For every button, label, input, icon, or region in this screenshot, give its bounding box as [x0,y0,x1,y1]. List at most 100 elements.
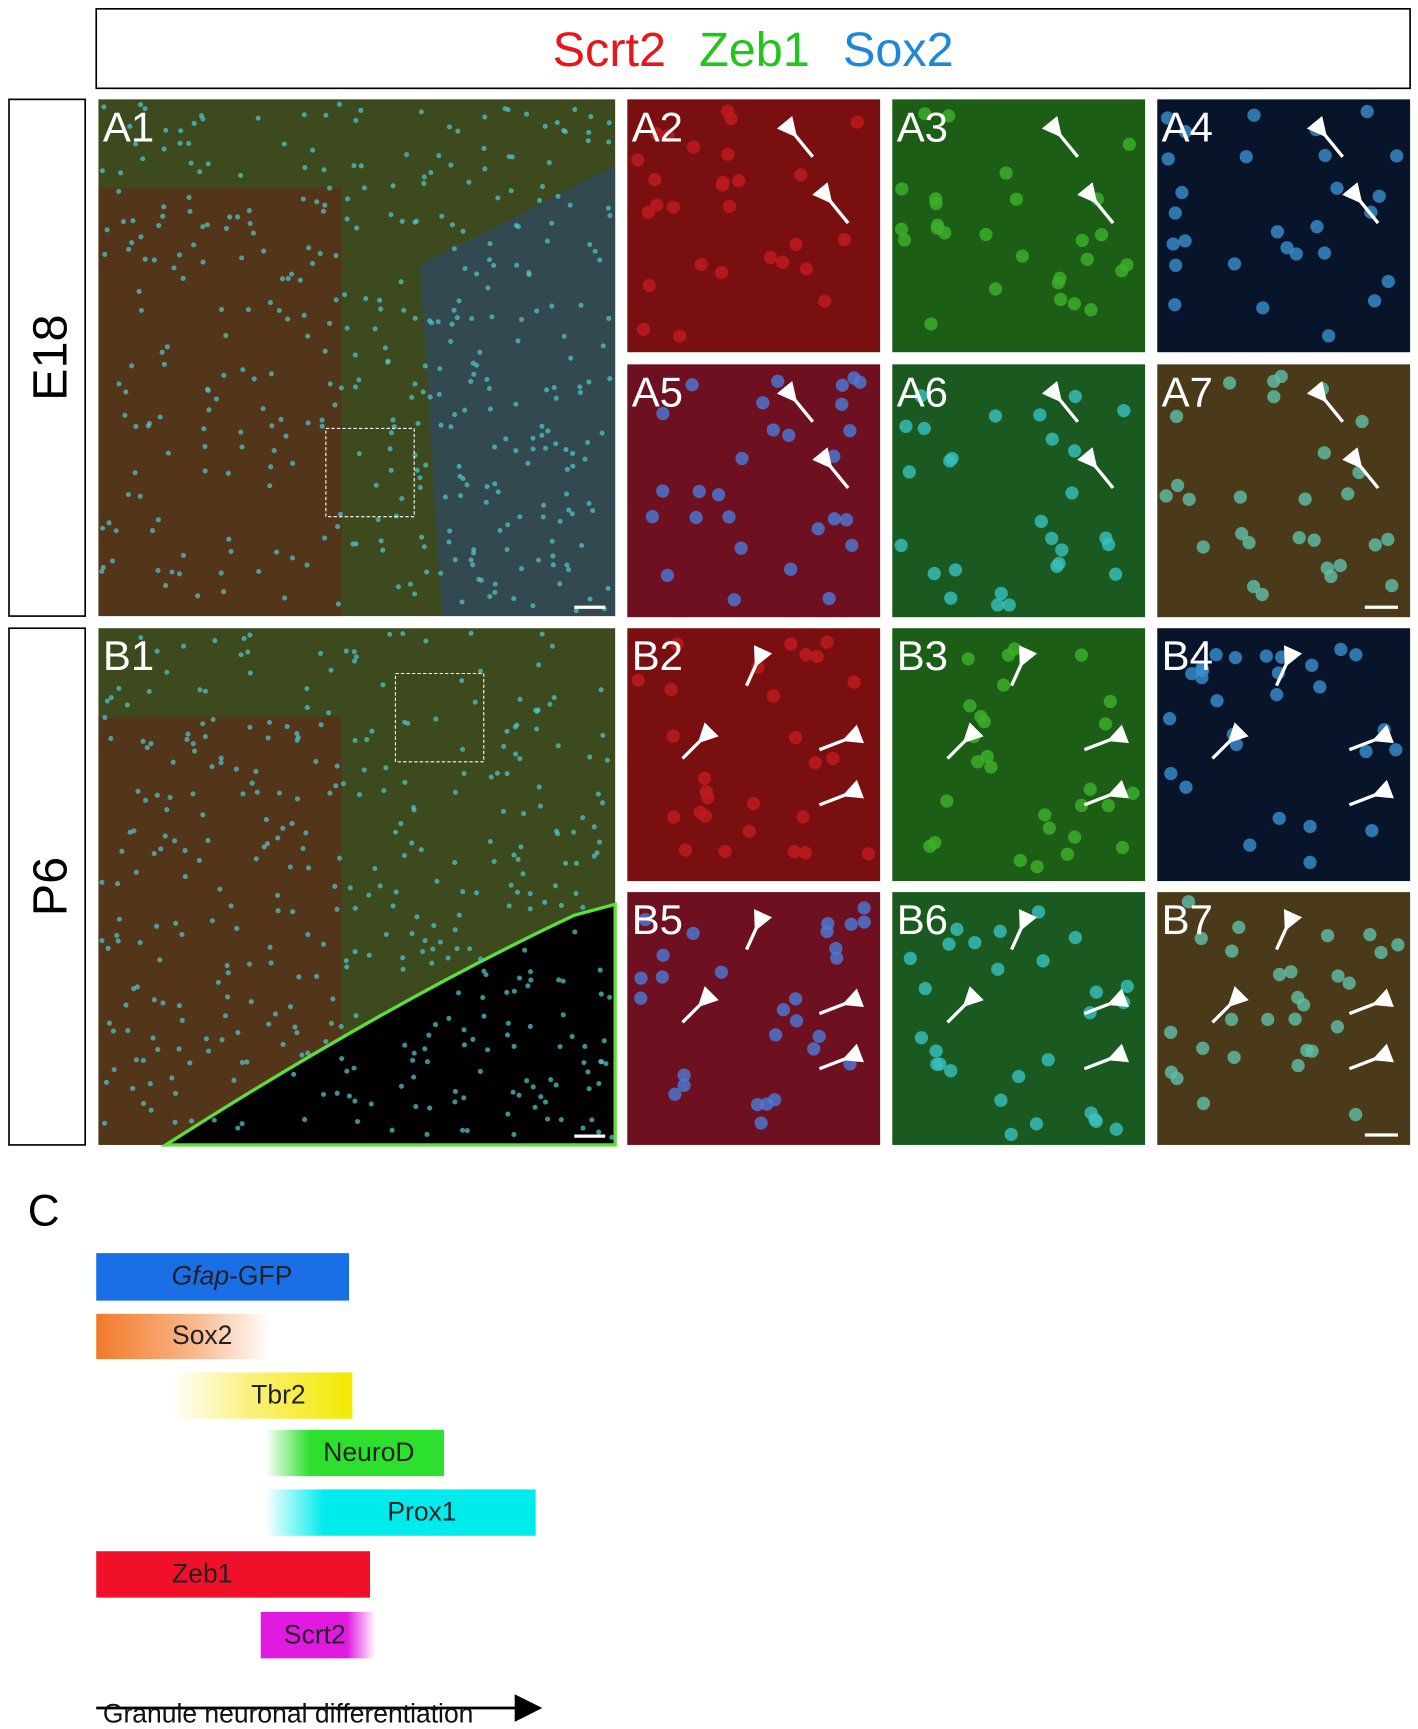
nucleus [1068,830,1082,844]
nucleus [202,468,208,474]
nucleus [837,233,852,247]
nucleus [1196,1096,1211,1111]
bar [96,1551,371,1598]
nucleus [591,824,597,830]
nucleus [154,923,160,929]
nucleus [470,562,476,568]
nucleus [487,406,493,412]
nucleus [390,183,396,189]
nucleus [600,343,606,349]
nucleus [474,362,480,368]
nucleus [400,955,406,961]
nucleus [390,417,396,423]
nucleus [327,185,333,191]
bar [96,1313,271,1360]
nucleus [782,428,796,442]
nucleus [554,120,560,126]
nucleus [664,682,678,697]
nucleus [1068,930,1082,945]
nucleus [165,450,171,456]
nucleus [130,1085,136,1091]
nucleus [1331,969,1345,983]
nucleus [784,637,798,651]
nucleus [456,298,462,304]
nucleus [526,272,532,278]
nucleus [387,446,393,452]
nucleus [380,547,386,553]
nucleus [335,524,341,530]
nucleus [1004,1127,1018,1141]
nucleus [515,338,521,344]
bar-label: Zeb1 [172,1559,232,1589]
nucleus [1227,1050,1241,1064]
nucleus [314,973,320,979]
nucleus [430,946,436,952]
nucleus [941,109,956,123]
nucleus [527,906,533,912]
nucleus [579,542,585,549]
nucleus [1108,567,1123,581]
nucleus [407,581,413,587]
nucleus [1291,990,1305,1005]
nucleus [903,951,917,966]
nucleus [474,271,480,277]
nucleus [413,1103,419,1110]
nucleus [256,568,262,575]
nucleus [522,947,528,953]
nucleus [241,636,247,642]
nucleus [103,1079,110,1085]
nucleus [320,1091,327,1098]
nucleus [504,728,510,734]
nucleus [582,456,588,462]
nucleus [332,402,338,408]
nucleus [351,1065,357,1071]
micrograph-small: A6 [892,364,1146,618]
nucleus [1122,137,1137,151]
nucleus [164,807,170,813]
nucleus [460,889,466,895]
nucleus [417,485,423,491]
nucleus [328,1020,334,1026]
nucleus [438,422,444,428]
nucleus [638,912,653,927]
nucleus [918,981,932,996]
micrograph-void [160,902,617,1147]
nucleus [321,167,327,173]
nucleus [929,1044,943,1058]
nucleus [542,1099,549,1105]
nucleus [215,979,221,985]
nucleus [449,222,455,228]
nucleus [944,1064,958,1078]
nucleus [200,812,206,818]
micrograph-small: A2 [627,99,881,353]
nucleus [1099,531,1113,545]
nucleus [294,796,300,802]
nucleus [845,538,859,552]
nucleus [190,791,196,797]
nucleus [148,1107,154,1113]
nucleus [503,436,509,442]
nucleus [133,869,139,875]
nucleus [415,420,421,427]
nucleus [555,193,561,199]
nucleus [775,255,790,269]
nucleus [253,768,259,775]
nucleus [421,544,427,550]
nucleus [607,212,613,219]
nucleus [686,140,701,154]
nucleus [477,668,484,674]
nucleus [192,748,198,754]
nucleus [177,140,183,146]
nucleus [422,1046,428,1052]
nucleus [140,156,146,162]
nucleus [206,1048,212,1054]
nucleus [221,589,227,595]
nucleus [636,322,651,336]
nucleus [1001,648,1016,662]
nucleus [1330,1020,1344,1034]
nucleus [212,638,218,644]
nucleus [264,841,271,847]
nucleus [213,396,220,402]
nucleus [1359,744,1373,759]
nucleus [1261,1012,1275,1027]
